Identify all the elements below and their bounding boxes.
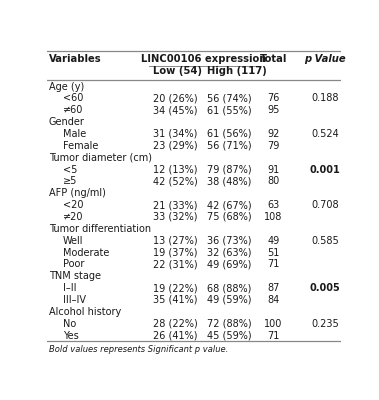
Text: 49 (59%): 49 (59%): [207, 295, 252, 305]
Text: No: No: [63, 319, 76, 329]
Text: <60: <60: [63, 93, 83, 103]
Text: 79: 79: [267, 141, 280, 151]
Text: TNM stage: TNM stage: [49, 271, 101, 281]
Text: 45 (59%): 45 (59%): [207, 330, 252, 340]
Text: Well: Well: [63, 236, 83, 246]
Text: 49 (69%): 49 (69%): [207, 259, 252, 269]
Text: III–IV: III–IV: [63, 295, 86, 305]
Text: 0.001: 0.001: [310, 164, 340, 174]
Text: 28 (22%): 28 (22%): [153, 319, 198, 329]
Text: Alcohol history: Alcohol history: [49, 307, 121, 317]
Text: 19 (37%): 19 (37%): [153, 248, 197, 258]
Text: 35 (41%): 35 (41%): [153, 295, 197, 305]
Text: 56 (74%): 56 (74%): [207, 93, 252, 103]
Text: 95: 95: [267, 105, 280, 115]
Text: 19 (22%): 19 (22%): [153, 283, 198, 293]
Text: 42 (67%): 42 (67%): [207, 200, 252, 210]
Text: 68 (88%): 68 (88%): [207, 283, 252, 293]
Text: 13 (27%): 13 (27%): [153, 236, 198, 246]
Text: 76: 76: [267, 93, 280, 103]
Text: AFP (ng/ml): AFP (ng/ml): [49, 188, 106, 198]
Text: Yes: Yes: [63, 330, 79, 340]
Text: 34 (45%): 34 (45%): [153, 105, 197, 115]
Text: 22 (31%): 22 (31%): [153, 259, 198, 269]
Text: Gender: Gender: [49, 117, 85, 127]
Text: 33 (32%): 33 (32%): [153, 212, 197, 222]
Text: ≠20: ≠20: [63, 212, 83, 222]
Text: Bold values represents Significant p value.: Bold values represents Significant p val…: [49, 345, 228, 354]
Text: 32 (63%): 32 (63%): [207, 248, 252, 258]
Text: 12 (13%): 12 (13%): [153, 164, 197, 174]
Text: 21 (33%): 21 (33%): [153, 200, 197, 210]
Text: p Value: p Value: [304, 54, 346, 64]
Text: 42 (52%): 42 (52%): [153, 176, 198, 186]
Text: 51: 51: [267, 248, 280, 258]
Text: <5: <5: [63, 164, 77, 174]
Text: Poor: Poor: [63, 259, 84, 269]
Text: 100: 100: [265, 319, 283, 329]
Text: 49: 49: [268, 236, 280, 246]
Text: Moderate: Moderate: [63, 248, 109, 258]
Text: 0.188: 0.188: [311, 93, 339, 103]
Text: 63: 63: [268, 200, 280, 210]
Text: Variables: Variables: [49, 54, 102, 64]
Text: <20: <20: [63, 200, 83, 210]
Text: Female: Female: [63, 141, 98, 151]
Text: 71: 71: [267, 259, 280, 269]
Text: 31 (34%): 31 (34%): [153, 129, 197, 139]
Text: 0.708: 0.708: [311, 200, 339, 210]
Text: 71: 71: [267, 330, 280, 340]
Text: 79 (87%): 79 (87%): [207, 164, 252, 174]
Text: 56 (71%): 56 (71%): [207, 141, 252, 151]
Text: 108: 108: [265, 212, 283, 222]
Text: 0.005: 0.005: [310, 283, 340, 293]
Text: High (117): High (117): [207, 66, 267, 76]
Text: 80: 80: [268, 176, 280, 186]
Text: 61 (55%): 61 (55%): [207, 105, 252, 115]
Text: 61 (56%): 61 (56%): [207, 129, 252, 139]
Text: Male: Male: [63, 129, 86, 139]
Text: 0.235: 0.235: [311, 319, 339, 329]
Text: 0.524: 0.524: [311, 129, 339, 139]
Text: LINC00106 expression: LINC00106 expression: [141, 54, 266, 64]
Text: 36 (73%): 36 (73%): [207, 236, 252, 246]
Text: 92: 92: [267, 129, 280, 139]
Text: ≠60: ≠60: [63, 105, 83, 115]
Text: I–II: I–II: [63, 283, 77, 293]
Text: Total: Total: [260, 54, 287, 64]
Text: 87: 87: [267, 283, 280, 293]
Text: 38 (48%): 38 (48%): [207, 176, 252, 186]
Text: 20 (26%): 20 (26%): [153, 93, 198, 103]
Text: 0.585: 0.585: [311, 236, 339, 246]
Text: 84: 84: [268, 295, 280, 305]
Text: ≥5: ≥5: [63, 176, 77, 186]
Text: 91: 91: [268, 164, 280, 174]
Text: 26 (41%): 26 (41%): [153, 330, 197, 340]
Text: Age (y): Age (y): [49, 82, 84, 92]
Text: 23 (29%): 23 (29%): [153, 141, 198, 151]
Text: Tumor differentiation: Tumor differentiation: [49, 224, 151, 234]
Text: 72 (88%): 72 (88%): [207, 319, 252, 329]
Text: Tumor diameter (cm): Tumor diameter (cm): [49, 153, 152, 163]
Text: 75 (68%): 75 (68%): [207, 212, 252, 222]
Text: Low (54): Low (54): [153, 66, 202, 76]
